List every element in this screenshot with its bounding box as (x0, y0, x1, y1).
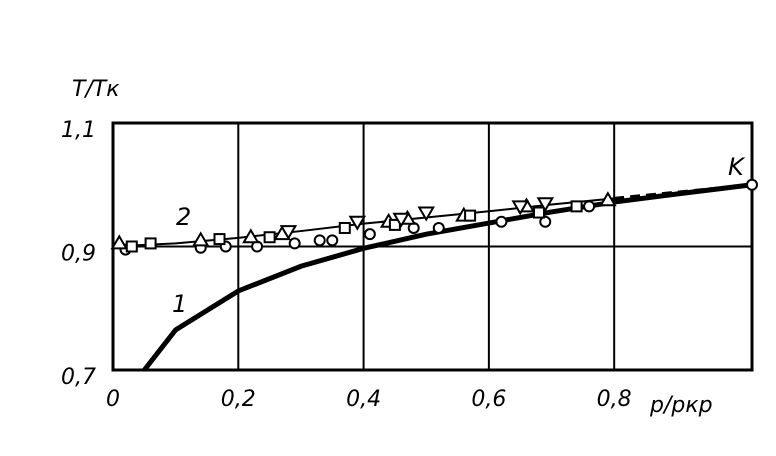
x-axis-label: p/pкр (649, 393, 713, 418)
marker-circle (288, 237, 301, 250)
annotation: 1 (172, 290, 187, 318)
x-tick-label: 0,4 (346, 387, 381, 412)
marker-triangle-down (417, 206, 435, 222)
annotation: K (728, 153, 746, 181)
marker-circle (326, 234, 339, 247)
marker-square (263, 231, 276, 244)
marker-circle (363, 228, 376, 241)
marker-triangle (110, 234, 129, 250)
x-tick-label: 0,8 (597, 387, 632, 412)
marker-square (125, 240, 138, 253)
marker-circle (313, 234, 326, 247)
series-line (142, 182, 753, 372)
marker-circle (746, 178, 758, 191)
x-tick-label: 0 (106, 387, 120, 412)
marker-circle (583, 200, 596, 213)
marker-square (213, 233, 226, 246)
series-line (614, 183, 753, 200)
marker-triangle (242, 228, 260, 244)
y-axis-label: T/Tк (72, 77, 120, 102)
marker-circle (539, 215, 552, 228)
y-tick-label: 1,1 (61, 118, 96, 143)
marker-square (144, 237, 157, 250)
marker-square (464, 209, 477, 222)
marker-triangle-down (348, 215, 367, 231)
marker-square (533, 206, 545, 219)
annotation: 2 (176, 203, 191, 231)
marker-circle (495, 215, 508, 228)
y-tick-label: 0,7 (61, 365, 96, 390)
marker-triangle-down (279, 225, 298, 241)
marker-square (338, 221, 351, 234)
marker-triangle-down (392, 212, 410, 228)
marker-square (570, 200, 583, 213)
y-tick-label: 0,9 (61, 242, 96, 267)
marker-circle (432, 221, 445, 234)
marker-triangle-down (536, 197, 555, 213)
marker-triangle (191, 231, 210, 247)
marker-triangle (599, 191, 617, 207)
x-tick-label: 0,2 (221, 387, 256, 412)
x-tick-label: 0,6 (471, 387, 506, 412)
marker-triangle-down (511, 200, 529, 216)
